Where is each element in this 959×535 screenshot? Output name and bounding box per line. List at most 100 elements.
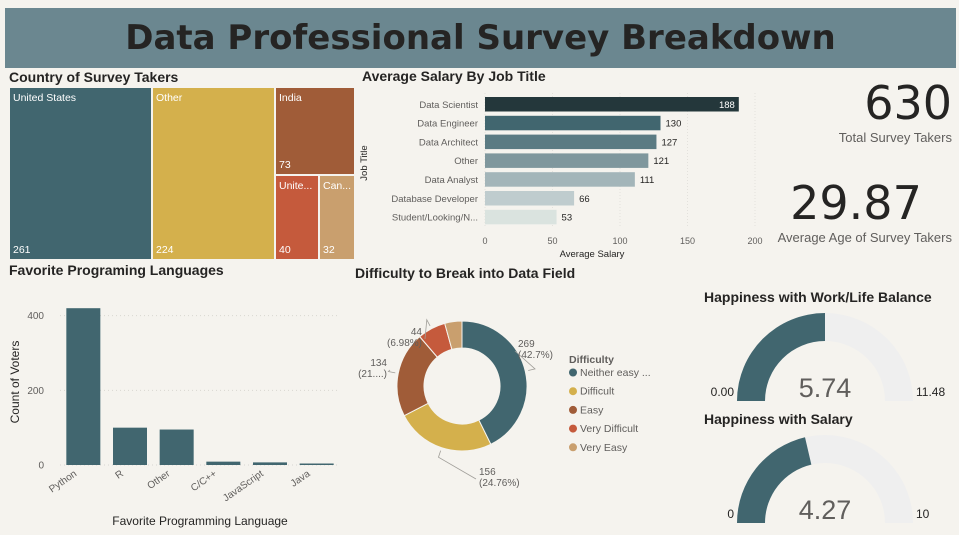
treemap-cell-india[interactable]: India 73 [275,87,355,175]
gauge-worklife-title: Happiness with Work/Life Balance [704,289,932,305]
leader-line [387,369,396,374]
slice-percent-label: (42.7%) [518,350,553,361]
treemap-label: Unite... [279,180,313,192]
languages-bar-chart: 0 200 400 Python R Other C/C++ JavaScript Java Fa… [8,308,340,528]
donut-slice [461,320,528,445]
x-tick-label: 200 [747,236,762,246]
treemap-value: 32 [323,244,335,256]
category-label: Data Engineer [417,119,478,130]
gauge-salary-title: Happiness with Salary [704,411,853,427]
salary-bar [485,191,575,206]
page-title: Data Professional Survey Breakdown [5,8,956,68]
treemap-value: 73 [279,159,291,171]
salary-bar [485,209,557,225]
x-tick-label: R [113,468,125,481]
slice-value-label: 156 [479,467,496,478]
treemap-value: 224 [156,244,174,256]
salary-bar [485,172,635,187]
x-axis-label: Average Salary [560,249,625,260]
donut-slice [444,320,463,350]
treemap-label: India [279,92,302,104]
slice-value-label: 134 [370,358,387,369]
treemap-cell-canada[interactable]: Can... 32 [319,175,355,260]
slice-percent-label: (21....) [358,369,387,380]
x-tick-label: 100 [612,236,627,246]
legend-marker [569,405,577,414]
gauge-value: 5.74 [799,373,852,403]
legend-entry: Very Easy [580,442,628,454]
gauge-fill [737,437,812,523]
y-tick-label: 400 [27,311,44,322]
language-bar [299,463,334,465]
slice-value-label: 44 [411,327,423,338]
data-label: 130 [666,119,682,130]
x-tick-label: 0 [482,236,487,246]
category-label: Other [454,156,478,167]
salary-bar [485,134,657,150]
data-label: 53 [562,213,573,224]
language-bar [253,462,287,465]
x-axis-label: Favorite Programming Language [112,514,288,528]
difficulty-donut-chart: 269(42.7%) 156(24.76%) 134(21....) 44(6.98%… [358,318,651,489]
gauge-max: 10 [916,507,930,521]
y-tick-label: 0 [38,461,44,472]
treemap-cell-other[interactable]: Other 224 [152,87,275,260]
category-label: Student/Looking/N... [392,213,478,224]
legend-marker [569,443,577,452]
donut-slice [403,402,492,452]
kpi-total-card: 630 Total Survey Takers [770,76,952,145]
salary-bar [485,153,649,168]
legend-marker [569,424,577,433]
language-bar [113,427,147,465]
treemap-label: Can... [323,180,352,192]
x-tick-label: 50 [547,236,557,246]
gauge-worklife: 5.74 0.00 11.48 [711,313,945,403]
salary-bar [485,97,739,112]
x-tick-label: 150 [680,236,695,246]
slice-value-label: 269 [518,339,535,350]
kpi-total-value: 630 [864,76,952,130]
languages-chart-title: Favorite Programing Languages [9,262,224,278]
x-tick-label: JavaScript [221,468,266,504]
slice-percent-label: (24.76%) [479,478,520,489]
language-bar [66,308,101,465]
gauge-fill [737,313,825,401]
language-bar [206,461,241,465]
gauge-max: 11.48 [916,385,945,399]
y-tick-label: 200 [27,386,44,397]
treemap-value: 40 [279,244,291,256]
y-axis-label: Count of Voters [8,341,22,424]
country-treemap: United States 261 Other 224 India 73 Uni… [9,87,355,260]
leader-line [437,450,477,480]
language-bar [159,429,194,465]
treemap-value: 261 [13,244,31,256]
gauge-min: 0 [727,507,734,521]
category-label: Database Developer [391,194,478,205]
difficulty-chart-title: Difficulty to Break into Data Field [355,265,576,281]
category-label: Data Scientist [419,100,478,111]
kpi-age-value: 29.87 [790,176,922,230]
data-label: 127 [661,137,677,148]
salary-chart-title: Average Salary By Job Title [362,68,546,84]
treemap-title: Country of Survey Takers [9,69,179,85]
x-tick-label: Other [146,468,173,492]
legend-marker [569,368,577,377]
kpi-age-label: Average Age of Survey Takers [777,230,952,245]
salary-bar [485,115,661,131]
data-label: 121 [653,156,669,167]
category-label: Data Analyst [425,175,479,186]
treemap-cell-united-states[interactable]: United States 261 [9,87,152,260]
y-axis-label: Job Title [359,145,370,180]
legend-entry: Difficult [580,386,614,398]
kpi-total-label: Total Survey Takers [838,130,952,145]
treemap-cell-united-kingdom[interactable]: Unite... 40 [275,175,319,260]
gauge-value: 4.27 [799,495,852,525]
treemap-label: United States [13,92,77,104]
slice-percent-label: (6.98%) [387,338,422,349]
gauge-salary: 4.27 0 10 [727,435,930,525]
data-label: 188 [719,100,735,111]
data-label: 111 [640,175,654,186]
x-tick-label: C/C++ [189,468,219,494]
legend-marker [569,387,577,396]
gauge-min: 0.00 [711,385,735,399]
